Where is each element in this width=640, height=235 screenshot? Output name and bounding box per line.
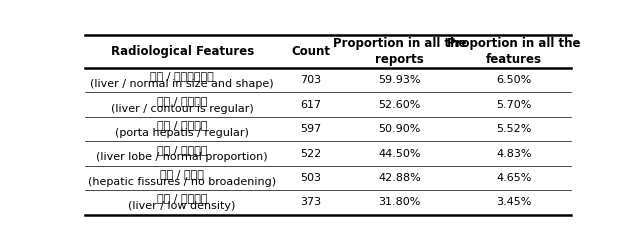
Text: 522: 522 bbox=[300, 149, 322, 159]
Text: 肝脏 / 低密度影: 肝脏 / 低密度影 bbox=[157, 193, 207, 203]
Text: Proportion in all the
features: Proportion in all the features bbox=[447, 37, 580, 66]
Text: 6.50%: 6.50% bbox=[496, 75, 532, 85]
Text: 3.45%: 3.45% bbox=[496, 197, 532, 207]
Text: 肝脏 / 轮廓规整: 肝脏 / 轮廓规整 bbox=[157, 96, 207, 106]
Text: 肝叶 / 比例如常: 肝叶 / 比例如常 bbox=[157, 145, 207, 155]
Text: 5.70%: 5.70% bbox=[496, 100, 532, 110]
Text: 4.65%: 4.65% bbox=[496, 173, 532, 183]
Text: 373: 373 bbox=[300, 197, 321, 207]
Text: Radiological Features: Radiological Features bbox=[111, 45, 254, 58]
Text: (porta hepatis / regular): (porta hepatis / regular) bbox=[115, 128, 249, 138]
Text: 肝门 / 未见异常: 肝门 / 未见异常 bbox=[157, 120, 207, 130]
Text: (liver lobe / normal proportion): (liver lobe / normal proportion) bbox=[97, 153, 268, 162]
Text: 5.52%: 5.52% bbox=[496, 124, 532, 134]
Text: 59.93%: 59.93% bbox=[378, 75, 421, 85]
Text: 597: 597 bbox=[300, 124, 322, 134]
Text: Count: Count bbox=[291, 45, 330, 58]
Text: 503: 503 bbox=[301, 173, 321, 183]
Text: 44.50%: 44.50% bbox=[378, 149, 421, 159]
Text: 50.90%: 50.90% bbox=[378, 124, 421, 134]
Text: Proportion in all the
reports: Proportion in all the reports bbox=[333, 37, 467, 66]
Text: 52.60%: 52.60% bbox=[378, 100, 421, 110]
Text: (liver / low density): (liver / low density) bbox=[129, 201, 236, 211]
Text: (hepatic fissures / no broadening): (hepatic fissures / no broadening) bbox=[88, 177, 276, 187]
Text: 肝裂 / 无增宽: 肝裂 / 无增宽 bbox=[160, 169, 204, 179]
Text: (liver / contour is regular): (liver / contour is regular) bbox=[111, 104, 253, 114]
Text: 31.80%: 31.80% bbox=[378, 197, 421, 207]
Text: 4.83%: 4.83% bbox=[496, 149, 532, 159]
Text: 617: 617 bbox=[300, 100, 321, 110]
Text: 肝脏 / 形态大小正常: 肝脏 / 形态大小正常 bbox=[150, 71, 214, 81]
Text: 42.88%: 42.88% bbox=[378, 173, 421, 183]
Text: 703: 703 bbox=[300, 75, 321, 85]
Text: (liver / normal in size and shape): (liver / normal in size and shape) bbox=[90, 79, 274, 89]
